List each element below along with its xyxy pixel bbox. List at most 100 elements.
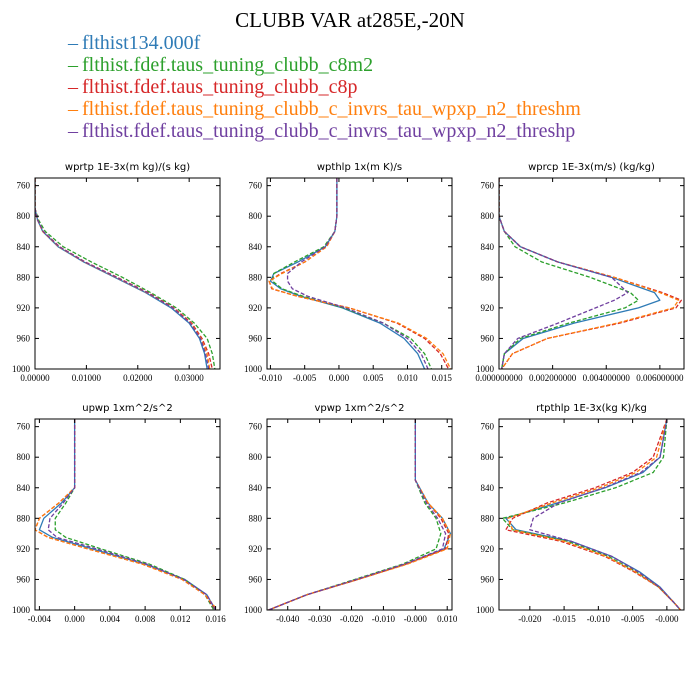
x-tick-label: -0.020 [340,614,364,624]
x-tick-label: -0.005 [293,373,317,383]
y-tick-label: 840 [481,242,495,252]
legend-swatch-2: – [68,54,78,76]
plot-frame [34,177,221,370]
y-tick-label: 1000 [244,364,263,374]
x-tick-label: 0.00000 [20,373,50,383]
y-tick-label: 800 [249,452,263,462]
panel-title: wprcp 1E-3x(m/s) (kg/kg) [528,162,655,173]
x-tick-label: -0.015 [552,614,576,624]
y-tick-label: 760 [481,181,495,191]
y-tick-label: 880 [249,272,263,282]
x-tick-label: 0.005 [363,373,384,383]
series-line [35,178,210,369]
y-tick-label: 1000 [476,364,495,374]
y-tick-label: 920 [249,303,263,313]
y-tick-label: 800 [481,211,495,221]
series-line [268,419,452,610]
y-tick-label: 840 [481,483,495,493]
legend-label-2: flthist.fdef.taus_tuning_clubb_c8m2 [82,54,374,76]
y-tick-label: 880 [481,272,495,282]
series-line [35,419,218,610]
y-tick-label: 760 [17,422,31,432]
y-tick-label: 920 [481,544,495,554]
x-tick-label: 0.000000000 [475,373,523,383]
x-tick-label: 0.010 [397,373,418,383]
x-tick-label: 0.004 [100,614,121,624]
panel-title: rtpthlp 1E-3x(kg K)/kg [536,403,647,414]
legend-label-4: flthist.fdef.taus_tuning_clubb_c_invrs_t… [82,98,581,120]
x-tick-label: -0.004 [28,614,52,624]
y-tick-label: 920 [249,544,263,554]
plot-frame [266,418,453,611]
x-tick-label: -0.040 [276,614,300,624]
y-tick-label: 880 [249,513,263,523]
panel-4: upwp 1xm^2/s^2 760 800 840 880 920 960 1000-0.0… [12,403,226,624]
series-line [499,178,661,369]
panel-1: wprtp 1E-3x(m kg)/(s kg) 760 800 840 880 920 9… [12,162,221,383]
legend-swatch-4: – [68,98,78,120]
chart-title: CLUBB VAR at285E,-20N [235,8,465,32]
x-tick-label: -0.005 [621,614,645,624]
series-line [499,178,680,369]
x-tick-label: -0.000 [404,614,428,624]
series-group [501,419,682,610]
y-tick-label: 960 [481,333,495,343]
y-tick-label: 1000 [12,364,31,374]
legend-label-3: flthist.fdef.taus_tuning_clubb_c8p [82,76,358,98]
series-group [35,178,216,369]
x-tick-label: -0.010 [372,614,396,624]
series-line [268,419,450,610]
y-tick-label: 880 [17,272,31,282]
panel-5: vpwp 1xm^2/s^2 760 800 840 880 920 960 1000 -0.0… [244,403,458,624]
series-line [505,419,682,610]
x-tick-label: 0.01000 [72,373,102,383]
series-line [35,178,213,369]
x-tick-label: -0.010 [587,614,611,624]
plot-frame [498,418,685,611]
plot-frame [266,177,453,370]
series-group [268,178,452,369]
y-tick-label: 920 [17,303,31,313]
y-tick-label: 1000 [476,605,495,615]
x-tick-label: 0.010 [437,614,458,624]
y-tick-label: 800 [249,211,263,221]
legend-item-5: – flthist.fdef.taus_tuning_clubb_c_invrs_… [68,120,581,142]
x-tick-label: 0.000 [65,614,86,624]
panel-title: wprtp 1E-3x(m kg)/(s kg) [65,162,190,173]
legend-item-4: – flthist.fdef.taus_tuning_clubb_c_invrs_… [68,98,581,120]
x-tick-label: -0.030 [308,614,332,624]
y-tick-label: 840 [17,483,31,493]
y-tick-label: 960 [17,574,31,584]
panel-title: wpthlp 1x(m K)/s [317,162,402,173]
y-tick-label: 800 [17,452,31,462]
y-tick-label: 760 [249,422,263,432]
series-line [271,178,433,369]
series-line [35,178,216,369]
series-group [499,178,682,369]
series-line [529,419,682,610]
x-tick-label: 0.012 [170,614,190,624]
series-line [35,178,211,369]
x-tick-label: 0.015 [432,373,453,383]
x-tick-label: 0.03000 [175,373,205,383]
series-line [501,419,682,610]
y-tick-label: 760 [481,422,495,432]
panel-title: vpwp 1xm^2/s^2 [314,403,404,414]
y-tick-label: 1000 [12,605,31,615]
x-tick-label: 0.002000000 [529,373,577,383]
x-tick-label: -0.010 [259,373,283,383]
y-tick-label: 840 [17,242,31,252]
y-tick-label: 960 [249,333,263,343]
panel-3: wprcp 1E-3x(m/s) (kg/kg) 760 800 840 880 920 9… [475,162,685,383]
legend-item-3: – flthist.fdef.taus_tuning_clubb_c8p [68,76,581,98]
y-tick-label: 920 [17,544,31,554]
y-tick-label: 760 [17,181,31,191]
series-line [268,178,450,369]
x-tick-label: 0.008 [135,614,156,624]
legend-label-5: flthist.fdef.taus_tuning_clubb_c_invrs_t… [82,120,576,142]
legend-item-1: – flthist134.000f [68,32,581,54]
plot-frame [498,177,685,370]
panel-6: rtpthlp 1E-3x(kg K)/kg 760 800 840 880 920 960… [476,403,685,624]
series-line [286,178,429,369]
series-line [269,178,426,369]
